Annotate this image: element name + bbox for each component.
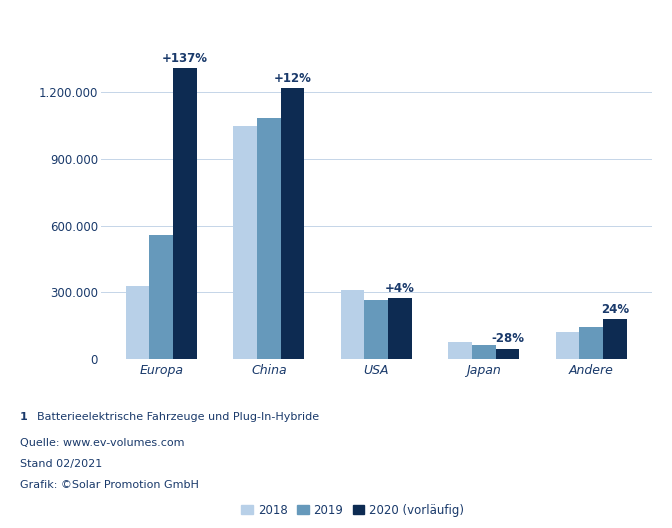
Text: +4%: +4% — [385, 281, 415, 295]
Text: Grafik: ©Solar Promotion GmbH: Grafik: ©Solar Promotion GmbH — [20, 480, 199, 491]
Legend: 2018, 2019, 2020 (vorläufig): 2018, 2019, 2020 (vorläufig) — [241, 504, 464, 517]
Text: Batterieelektrische Fahrzeuge und Plug-In-Hybride: Batterieelektrische Fahrzeuge und Plug-I… — [37, 412, 319, 422]
Bar — [556, 333, 579, 359]
Bar — [149, 234, 173, 359]
Bar — [448, 342, 472, 359]
Bar — [341, 290, 364, 359]
Text: 24%: 24% — [601, 303, 629, 316]
Bar — [472, 345, 496, 359]
Bar — [364, 300, 388, 359]
Bar — [281, 88, 304, 359]
Text: Quelle: www.ev-volumes.com: Quelle: www.ev-volumes.com — [20, 438, 185, 448]
Text: 1: 1 — [20, 412, 28, 422]
Bar — [388, 298, 412, 359]
Text: +137%: +137% — [162, 52, 208, 65]
Bar — [496, 348, 519, 359]
Bar — [257, 118, 281, 359]
Bar — [579, 327, 603, 359]
Bar — [603, 319, 627, 359]
Bar — [126, 286, 149, 359]
Text: +12%: +12% — [274, 72, 311, 84]
Text: -28%: -28% — [491, 332, 524, 345]
Text: Stand 02/2021: Stand 02/2021 — [20, 459, 102, 469]
Bar — [173, 68, 197, 359]
Bar — [233, 126, 257, 359]
